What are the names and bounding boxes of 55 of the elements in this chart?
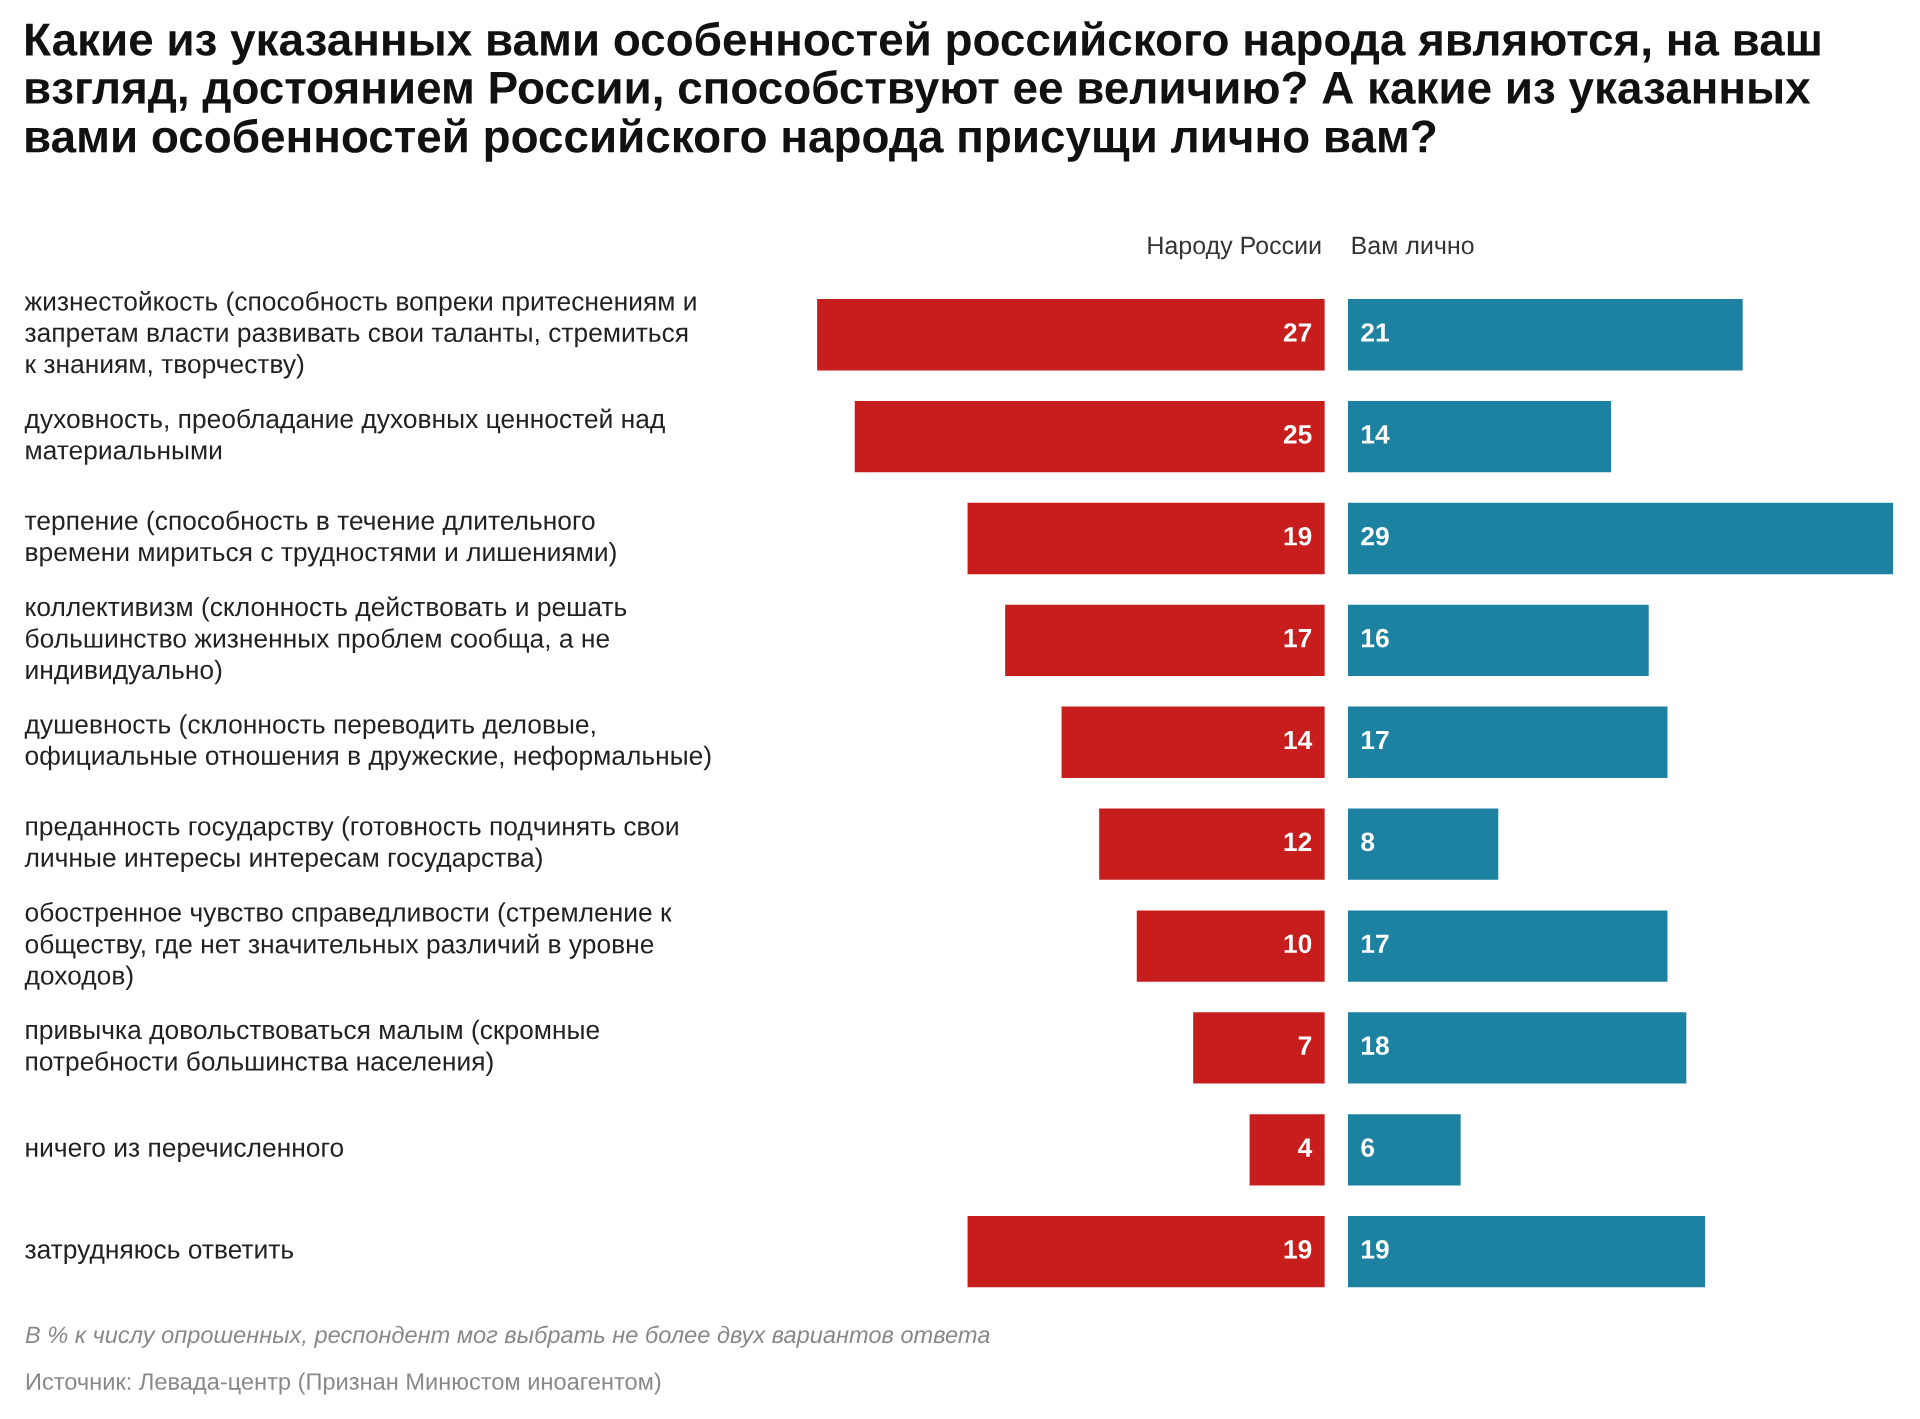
data-label: 18 <box>1362 1036 1389 1056</box>
data-label: 6 <box>1361 1138 1375 1157</box>
y-tick-label: жизнестойкость (способность вопреки притеснениям и запретам власти развивать свои таланты, стремиться к знаниям, творчеству) <box>24 290 696 379</box>
data-label: 10 <box>1284 934 1312 954</box>
y-tick-label: ничего из перечисленного <box>26 1142 344 1163</box>
bar <box>1347 502 1894 575</box>
data-label: 21 <box>1361 323 1389 342</box>
bar <box>967 502 1325 575</box>
data-label: 7 <box>1298 1036 1312 1055</box>
data-label: 4 <box>1298 1138 1313 1157</box>
text: Источник: Левада-центр (Признан Минюстом иноагентом) <box>26 1372 661 1395</box>
y-tick-label: коллективизм (склонность действовать и решать большинство жизненных проблем сообща, а не индивидуально) <box>26 596 627 685</box>
bar <box>1347 808 1499 880</box>
bar <box>1347 1216 1706 1288</box>
bar <box>1061 706 1325 778</box>
bar <box>1347 1114 1461 1186</box>
y-tick-label: затрудняюсь ответить <box>25 1244 294 1264</box>
y-tick-label: духовность, преобладание духовных ценностей над материальными <box>24 408 665 465</box>
series-label: Вам лично <box>1352 236 1474 255</box>
bar <box>1136 910 1325 982</box>
data-label: 25 <box>1283 425 1312 444</box>
bar <box>1347 706 1668 778</box>
y-tick-label: терпение (способность в течение длительного времени мириться с трудностями и лишениями) <box>24 510 616 567</box>
bar <box>1099 808 1325 880</box>
series-label: Народу России <box>1148 236 1321 260</box>
data-label: 19 <box>1284 1240 1312 1259</box>
text: В % к числу опрошенных, респондент мог выбрать не более двух вариантов ответа <box>25 1325 990 1348</box>
data-label: 17 <box>1362 934 1389 953</box>
data-label: 14 <box>1284 730 1313 750</box>
bar <box>817 299 1325 371</box>
bar <box>1347 910 1668 982</box>
chart-title: Какие из указанных вами особенностей российского народа являются, на ваш взгляд, достоянием России, способствуют ее величию? А какие из указанных вами особенностей российского народа присущи лично вам? <box>26 21 1820 162</box>
data-label: 14 <box>1362 425 1390 444</box>
bar <box>1347 400 1612 473</box>
y-tick-label: привычка довольствоваться малым (скромные потребности большинства населения) <box>26 1019 599 1077</box>
data-label: 19 <box>1362 1240 1389 1259</box>
bar <box>854 400 1325 473</box>
bar <box>1193 1012 1325 1084</box>
data-label: 27 <box>1283 323 1312 342</box>
data-label: 17 <box>1362 730 1389 750</box>
bar <box>1347 604 1649 677</box>
data-label: 8 <box>1361 832 1375 852</box>
bar <box>1249 1114 1325 1186</box>
data-label: 17 <box>1284 629 1312 648</box>
bar <box>967 1216 1325 1288</box>
y-tick-label: обостренное чувство справедливости (стремление к обществу, где нет значительных различий в уровне доходов) <box>24 902 672 991</box>
bar <box>1347 1012 1687 1084</box>
data-label: 19 <box>1284 526 1312 546</box>
y-tick-label: душевность (склонность переводить деловые, официальные отношения в дружеские, неформальные) <box>24 714 711 771</box>
data-label: 12 <box>1284 832 1312 851</box>
bar <box>1005 604 1325 677</box>
data-label: 29 <box>1361 526 1389 546</box>
data-label: 16 <box>1362 628 1389 648</box>
y-tick-label: преданность государству (готовность подчинять свои личные интересы интересам государства) <box>24 816 678 873</box>
bar <box>1347 299 1743 371</box>
